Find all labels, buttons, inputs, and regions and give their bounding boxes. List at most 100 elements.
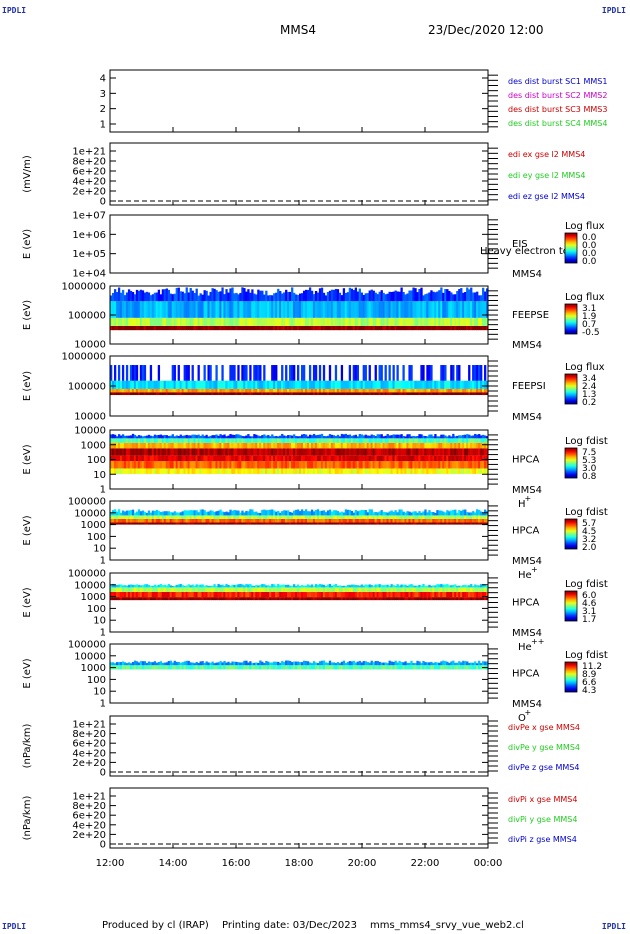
- spectrogram-cell: [257, 317, 260, 326]
- spectrogram-cell: [155, 597, 159, 601]
- spectrogram-cell: [157, 325, 161, 331]
- spectrogram-cell: [147, 510, 151, 516]
- spectrogram-cell: [396, 388, 399, 393]
- spectrogram-cell: [360, 597, 363, 601]
- spectrogram-cell: [360, 380, 363, 389]
- spectrogram-cell: [285, 468, 288, 474]
- spectrogram-cell: [422, 518, 425, 523]
- spectrogram-cell: [281, 660, 284, 666]
- spectrogram-cell: [197, 522, 200, 525]
- spectrogram-cell: [203, 392, 206, 396]
- spectrogram-cell: [263, 518, 266, 523]
- spectrogram-cell: [215, 365, 218, 381]
- spectrogram-cell: [376, 584, 379, 588]
- spectrogram-cell: [141, 455, 145, 462]
- spectrogram-cell: [376, 294, 379, 302]
- spectrogram-cell: [462, 301, 465, 318]
- spectrogram-cell: [293, 448, 296, 456]
- spectrogram-cell: [306, 436, 310, 439]
- spectrogram-cell: [111, 448, 115, 456]
- spectrogram-cell: [314, 442, 318, 449]
- spectrogram-cell: [197, 448, 200, 456]
- spectrogram-cell: [283, 448, 286, 456]
- spectrogram-cell: [448, 461, 451, 469]
- spectrogram-cell: [275, 661, 278, 666]
- spectrogram-cell: [185, 448, 188, 456]
- spectrogram-cell: [273, 301, 276, 318]
- spectrogram-cell: [293, 461, 296, 469]
- spectrogram-cell: [430, 442, 433, 449]
- spectrogram-cell: [426, 317, 429, 326]
- spectrogram-cell: [267, 325, 270, 331]
- spectrogram-cell: [350, 438, 354, 443]
- spectrogram-cell: [332, 587, 336, 592]
- y-tick-label: 100000: [68, 311, 106, 322]
- spectrogram-cell: [227, 301, 230, 318]
- spectrogram-cell: [187, 584, 190, 588]
- spectrogram-cell: [358, 438, 361, 443]
- spectrogram-cell: [478, 392, 481, 396]
- spectrogram-cell: [438, 665, 441, 670]
- spectrogram-cell: [406, 518, 409, 523]
- spectrogram-cell: [344, 468, 348, 474]
- spectrogram-cell: [285, 597, 288, 601]
- spectrogram-cell: [450, 388, 453, 393]
- spectrogram-cell: [374, 292, 377, 302]
- spectrogram-cell: [426, 436, 429, 439]
- spectrogram-cell: [249, 587, 252, 592]
- spectrogram-cell: [281, 518, 284, 523]
- spectrogram-cell: [221, 591, 224, 598]
- spectrogram-cell: [340, 325, 344, 331]
- spectrogram-cell: [131, 388, 135, 393]
- spectrogram-cell: [149, 587, 153, 592]
- spectrogram-cell: [193, 455, 196, 462]
- spectrogram-cell: [392, 584, 395, 588]
- spectrogram-cell: [271, 587, 274, 592]
- spectrogram-cell: [362, 510, 365, 516]
- spectrogram-cell: [163, 468, 167, 474]
- spectrogram-cell: [147, 388, 151, 393]
- spectrogram-cell: [211, 591, 214, 598]
- spectrogram-cell: [462, 597, 465, 601]
- spectrogram-cell: [478, 295, 481, 302]
- spectrogram-cell: [255, 591, 258, 598]
- spectrogram-cell: [444, 515, 447, 519]
- colorbar-title: Log fdist: [565, 436, 608, 447]
- spectrogram-cell: [155, 518, 159, 523]
- spectrogram-cell: [442, 317, 445, 326]
- spectrogram-cell: [287, 442, 290, 449]
- spectrogram-cell: [157, 380, 161, 389]
- spectrogram-cell: [241, 438, 244, 443]
- spectrogram-cell: [438, 662, 441, 666]
- spectrogram-cell: [348, 665, 352, 670]
- spectrogram-cell: [289, 518, 292, 523]
- spectrogram-cell: [111, 317, 115, 326]
- spectrogram-cell: [117, 365, 121, 381]
- spectrogram-cell: [456, 461, 459, 469]
- spectrogram-cell: [149, 665, 153, 670]
- spectrogram-cell: [314, 380, 318, 389]
- spectrogram-cell: [205, 461, 208, 469]
- spectrogram-cell: [406, 522, 409, 525]
- spectrogram-cell: [468, 665, 471, 670]
- spectrogram-cell: [135, 317, 139, 326]
- spectrogram-cell: [235, 388, 238, 393]
- spectrogram-cell: [181, 518, 184, 523]
- spectrogram-cell: [129, 510, 133, 516]
- spectrogram-cell: [293, 510, 296, 516]
- spectrogram-cell: [161, 511, 165, 516]
- spectrogram-cell: [402, 511, 405, 516]
- spectrogram-cell: [165, 585, 168, 588]
- spectrogram-cell: [227, 292, 230, 302]
- spectrogram-cell: [225, 442, 228, 449]
- spectrogram-cell: [295, 455, 298, 462]
- spectrogram-cell: [428, 392, 431, 396]
- spectrogram-cell: [484, 291, 487, 302]
- spectrogram-cell: [213, 518, 216, 523]
- spectrogram-cell: [392, 461, 395, 469]
- y-axis-label: E (eV): [22, 371, 33, 401]
- spectrogram-cell: [215, 662, 218, 666]
- spectrogram-cell: [157, 434, 161, 439]
- spectrogram-cell: [428, 591, 431, 598]
- spectrogram-cell: [464, 591, 467, 598]
